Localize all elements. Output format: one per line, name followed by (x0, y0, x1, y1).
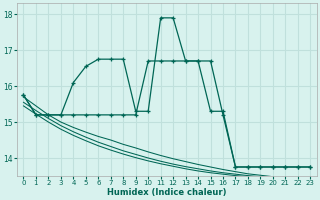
X-axis label: Humidex (Indice chaleur): Humidex (Indice chaleur) (107, 188, 227, 197)
